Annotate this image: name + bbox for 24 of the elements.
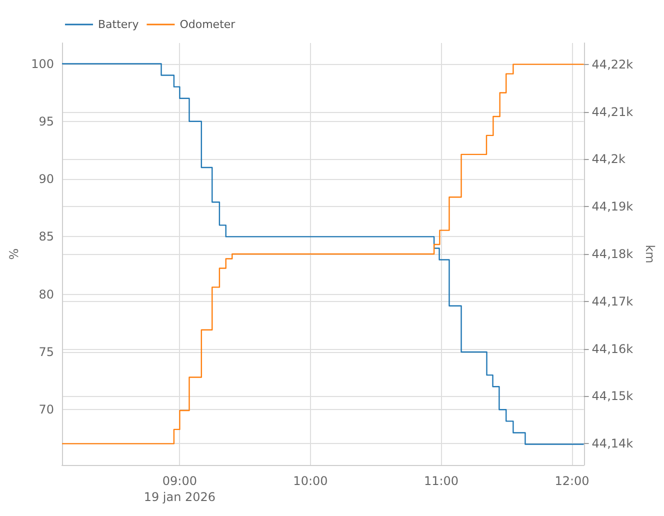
- x-tick-label: 10:00: [293, 474, 328, 488]
- y2-tick-label: 44,21k: [592, 104, 634, 119]
- y-tick-label: 85: [38, 230, 54, 244]
- x-tick-label: 09:00 19 jan 2026: [144, 474, 216, 504]
- y2-tick-label: 44,16k: [592, 342, 634, 356]
- y2-tick-label: 44,14k: [592, 436, 634, 451]
- y-tick-label: 75: [38, 345, 54, 360]
- y-tick-label: 80: [38, 287, 54, 302]
- y2-tick-label: 44,15k: [592, 389, 634, 404]
- x-tick-label: 11:00: [424, 474, 459, 488]
- y2-tick-label: 44,17k: [592, 294, 634, 308]
- y2-tick-label: 44,2k: [592, 152, 626, 166]
- y-axis-title: %: [7, 248, 22, 260]
- x-tick-label: 12:00: [554, 474, 590, 488]
- y-tick-label: 95: [38, 114, 54, 128]
- legend-label: Battery: [98, 18, 140, 31]
- y2-tick-label: 44,19k: [592, 200, 634, 214]
- y2-axis-title: km: [643, 244, 657, 264]
- y-tick-label: 90: [38, 172, 54, 186]
- y-tick-label: 100: [31, 56, 54, 71]
- y2-tick-label: 44,18k: [592, 247, 634, 261]
- legend-label: Odometer: [180, 18, 236, 31]
- y-tick-label: 70: [38, 402, 54, 417]
- y2-tick-label: 44,22k: [592, 57, 634, 72]
